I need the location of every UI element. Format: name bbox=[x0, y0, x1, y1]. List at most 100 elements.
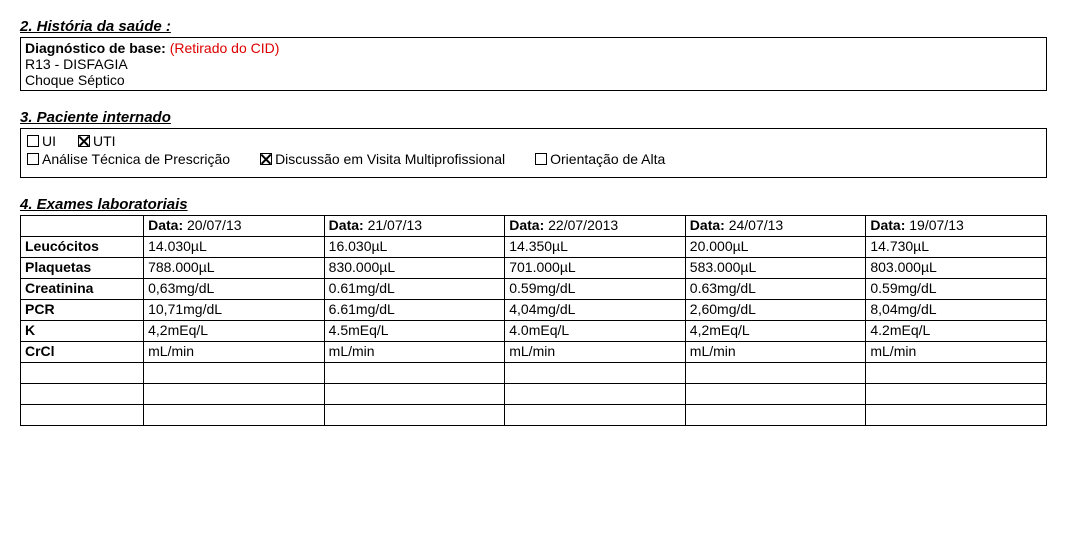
lab-cell-empty bbox=[685, 384, 866, 405]
lab-date-header: Data: 21/07/13 bbox=[324, 216, 505, 237]
checkbox-label: UI bbox=[42, 133, 56, 149]
lab-cell: mL/min bbox=[505, 342, 686, 363]
lab-cell: 4.5mEq/L bbox=[324, 321, 505, 342]
diag-line: Diagnóstico de base: (Retirado do CID) bbox=[25, 40, 1042, 56]
lab-cell: 788.000µL bbox=[144, 258, 325, 279]
diag-cid: (Retirado do CID) bbox=[170, 40, 280, 56]
lab-cell-empty bbox=[866, 384, 1047, 405]
date-value: 20/07/13 bbox=[187, 217, 242, 233]
section3-row2: Análise Técnica de Prescrição Discussão e… bbox=[27, 151, 1040, 167]
lab-cell: 4,2mEq/L bbox=[144, 321, 325, 342]
lab-cell: mL/min bbox=[144, 342, 325, 363]
date-label: Data: bbox=[329, 217, 368, 233]
lab-row-name: CrCl bbox=[21, 342, 144, 363]
lab-cell: 14.030µL bbox=[144, 237, 325, 258]
lab-cell: 20.000µL bbox=[685, 237, 866, 258]
diag-label: Diagnóstico de base: bbox=[25, 40, 166, 56]
lab-cell: 583.000µL bbox=[685, 258, 866, 279]
section3-title: 3. Paciente internado bbox=[20, 109, 1047, 126]
lab-cell: 803.000µL bbox=[866, 258, 1047, 279]
lab-cell: 16.030µL bbox=[324, 237, 505, 258]
lab-cell: mL/min bbox=[866, 342, 1047, 363]
date-label: Data: bbox=[690, 217, 729, 233]
lab-cell: mL/min bbox=[685, 342, 866, 363]
lab-cell: 4,04mg/dL bbox=[505, 300, 686, 321]
checkbox[interactable] bbox=[260, 153, 272, 165]
lab-cell: 0,63mg/dL bbox=[144, 279, 325, 300]
lab-cell-empty bbox=[144, 363, 325, 384]
lab-cell-empty bbox=[324, 384, 505, 405]
date-label: Data: bbox=[509, 217, 548, 233]
checkbox[interactable] bbox=[27, 153, 39, 165]
lab-cell: 0.61mg/dL bbox=[324, 279, 505, 300]
checkbox-item: Discussão em Visita Multiprofissional bbox=[260, 151, 505, 167]
table-row-empty bbox=[21, 384, 1047, 405]
lab-cell: 830.000µL bbox=[324, 258, 505, 279]
lab-row-name: PCR bbox=[21, 300, 144, 321]
lab-cell: 2,60mg/dL bbox=[685, 300, 866, 321]
lab-cell: 14.730µL bbox=[866, 237, 1047, 258]
lab-cell-empty bbox=[324, 363, 505, 384]
lab-cell-empty bbox=[866, 363, 1047, 384]
lab-date-header: Data: 22/07/2013 bbox=[505, 216, 686, 237]
checkbox-label: Orientação de Alta bbox=[550, 151, 665, 167]
checkbox-label: Análise Técnica de Prescrição bbox=[42, 151, 230, 167]
lab-cell: 4.0mEq/L bbox=[505, 321, 686, 342]
lab-date-header: Data: 20/07/13 bbox=[144, 216, 325, 237]
lab-cell: 0.59mg/dL bbox=[866, 279, 1047, 300]
lab-date-header: Data: 19/07/13 bbox=[866, 216, 1047, 237]
lab-cell-empty bbox=[505, 384, 686, 405]
section4-title: 4. Exames laboratoriais bbox=[20, 196, 1047, 213]
lab-header-empty bbox=[21, 216, 144, 237]
lab-cell-empty bbox=[505, 363, 686, 384]
lab-cell-empty bbox=[144, 384, 325, 405]
lab-cell: 8,04mg/dL bbox=[866, 300, 1047, 321]
section3-box: UI UTI Análise Técnica de Prescrição Discu… bbox=[20, 128, 1047, 178]
lab-row-name: K bbox=[21, 321, 144, 342]
checkbox-label: UTI bbox=[93, 133, 116, 149]
date-value: 21/07/13 bbox=[368, 217, 423, 233]
date-label: Data: bbox=[148, 217, 187, 233]
lab-cell-empty bbox=[144, 405, 325, 426]
date-label: Data: bbox=[870, 217, 909, 233]
table-row: Plaquetas788.000µL830.000µL701.000µL583.… bbox=[21, 258, 1047, 279]
lab-cell-empty bbox=[685, 363, 866, 384]
table-row-empty bbox=[21, 405, 1047, 426]
lab-row-name: Creatinina bbox=[21, 279, 144, 300]
diag-entry: R13 - DISFAGIA bbox=[25, 56, 1042, 72]
lab-cell-empty bbox=[685, 405, 866, 426]
lab-cell-empty bbox=[21, 363, 144, 384]
lab-cell: 701.000µL bbox=[505, 258, 686, 279]
checkbox-item: UI bbox=[27, 133, 56, 149]
table-row-empty bbox=[21, 363, 1047, 384]
checkbox[interactable] bbox=[535, 153, 547, 165]
lab-cell-empty bbox=[866, 405, 1047, 426]
section2-title: 2. História da saúde : bbox=[20, 18, 1047, 35]
lab-cell-empty bbox=[21, 384, 144, 405]
lab-table: Data: 20/07/13Data: 21/07/13Data: 22/07/… bbox=[20, 215, 1047, 426]
section2-box: Diagnóstico de base: (Retirado do CID) R… bbox=[20, 37, 1047, 91]
lab-cell: 10,71mg/dL bbox=[144, 300, 325, 321]
lab-cell: 6.61mg/dL bbox=[324, 300, 505, 321]
checkbox-item: UTI bbox=[78, 133, 116, 149]
lab-header-row: Data: 20/07/13Data: 21/07/13Data: 22/07/… bbox=[21, 216, 1047, 237]
checkbox-label: Discussão em Visita Multiprofissional bbox=[275, 151, 505, 167]
lab-cell: 0.63mg/dL bbox=[685, 279, 866, 300]
checkbox[interactable] bbox=[27, 135, 39, 147]
date-value: 19/07/13 bbox=[909, 217, 964, 233]
table-row: PCR10,71mg/dL6.61mg/dL4,04mg/dL2,60mg/dL… bbox=[21, 300, 1047, 321]
table-row: Creatinina0,63mg/dL0.61mg/dL0.59mg/dL0.6… bbox=[21, 279, 1047, 300]
lab-cell: 14.350µL bbox=[505, 237, 686, 258]
lab-row-name: Plaquetas bbox=[21, 258, 144, 279]
lab-cell-empty bbox=[21, 405, 144, 426]
checkbox[interactable] bbox=[78, 135, 90, 147]
table-row: CrClmL/minmL/minmL/minmL/minmL/min bbox=[21, 342, 1047, 363]
table-row: K4,2mEq/L4.5mEq/L4.0mEq/L4,2mEq/L4.2mEq/… bbox=[21, 321, 1047, 342]
lab-cell: 4.2mEq/L bbox=[866, 321, 1047, 342]
lab-cell: 4,2mEq/L bbox=[685, 321, 866, 342]
table-row: Leucócitos14.030µL16.030µL14.350µL20.000… bbox=[21, 237, 1047, 258]
date-value: 22/07/2013 bbox=[548, 217, 618, 233]
lab-cell: 0.59mg/dL bbox=[505, 279, 686, 300]
date-value: 24/07/13 bbox=[729, 217, 784, 233]
lab-row-name: Leucócitos bbox=[21, 237, 144, 258]
